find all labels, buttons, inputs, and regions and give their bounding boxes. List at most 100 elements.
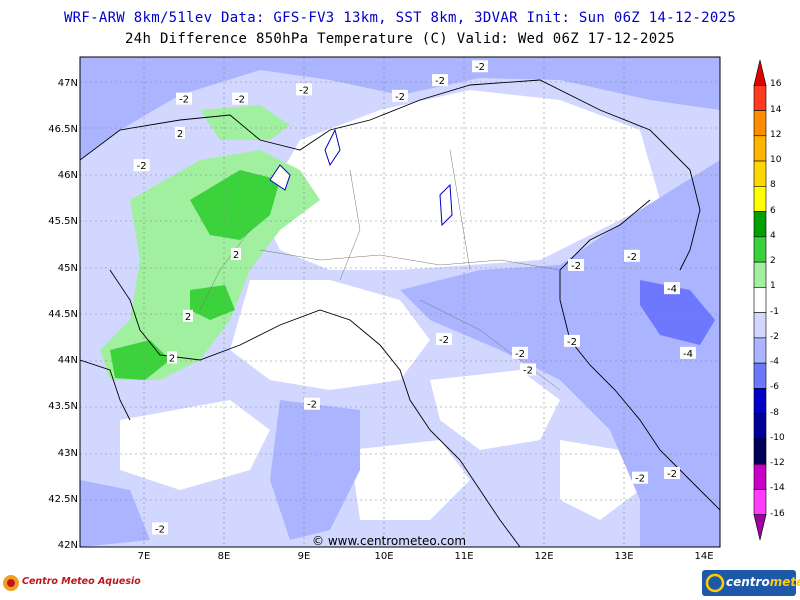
colorbar-label: -1: [770, 306, 779, 317]
contour-label-bg: [436, 332, 452, 345]
colorbar-segment: [753, 59, 767, 86]
contour-label-bg: [568, 259, 584, 272]
lat-label: 45N: [57, 262, 78, 274]
contour-label-bg: [680, 346, 696, 359]
contour-label: 2: [233, 250, 239, 261]
lon-label: 14E: [694, 551, 714, 562]
credit-text: © www.centrometeo.com: [312, 534, 467, 548]
contour-label: 2: [177, 129, 183, 140]
contour-label: -2: [137, 161, 147, 172]
lon-label: 9E: [297, 551, 311, 562]
centro-meteo-aquesio-logo: Centro Meteo Aquesio: [2, 570, 152, 596]
contour-label-bg: [175, 126, 185, 139]
lat-label: 47N: [57, 77, 78, 89]
contour-label-bg: [167, 351, 177, 364]
contour-label: -2: [179, 95, 189, 106]
contour-label: -2: [307, 400, 317, 411]
right-logo-text-a: centro: [726, 575, 770, 589]
contour-label: -2: [523, 365, 533, 376]
contour-label: -2: [475, 62, 485, 73]
colorbar-label: 12: [770, 129, 782, 140]
colorbar-segment: [753, 312, 767, 339]
colorbar-segment: [753, 211, 767, 238]
contour-labels: -2 -2 -2 -2 -2 -2 -2 2 2 2 2 -2 -2 -4 -2 -4 -2 -2 -2 -2 -2 -2…: [133, 60, 696, 536]
colorbar-segment: [753, 438, 767, 465]
colorbar-segment: [753, 135, 767, 162]
right-logo-text-b: meteo: [769, 575, 800, 589]
lat-label: 43.5N: [48, 401, 78, 413]
colorbar-segment: [753, 110, 767, 137]
contour-label-bg: [231, 247, 241, 260]
colorbar-label: -12: [770, 458, 785, 469]
contour-label: -2: [667, 469, 677, 480]
contour-label-bg: [472, 60, 488, 73]
contour-label-bg: [304, 397, 320, 410]
contour-label: -2: [627, 252, 637, 263]
colorbar-label: -10: [770, 432, 785, 443]
temperature-field: [80, 57, 720, 547]
lat-label: 46.5N: [48, 123, 78, 135]
colorbar-label: 2: [770, 256, 776, 267]
contour-label: -4: [667, 284, 677, 295]
colorbar-segment: [753, 84, 767, 111]
lat-label: 42N: [57, 540, 78, 551]
colorbar-label: -16: [770, 508, 785, 519]
contour-label-bg: [232, 92, 248, 105]
map-title: WRF-ARW 8km/51lev Data: GFS-FV3 13km, SS…: [63, 10, 737, 26]
colorbar-segment: [753, 388, 767, 414]
lakes: [269, 128, 453, 227]
colorbar-segment: [753, 186, 767, 212]
lat-label: 46N: [57, 170, 78, 182]
colorbar-label: 10: [770, 155, 782, 166]
colorbar-segment: [753, 236, 767, 263]
sun-logo-icon: [3, 575, 19, 591]
lat-label: 43N: [57, 447, 78, 459]
lat-label: 42.5N: [48, 493, 78, 505]
lon-label: 13E: [614, 551, 634, 562]
graticule: [80, 57, 720, 547]
lon-label: 10E: [374, 551, 394, 562]
centrometeo-logo: centrometeo: [702, 570, 800, 596]
contour-label-bg: [624, 249, 640, 262]
globe-logo-icon: [705, 573, 725, 593]
colorbar-segment: [753, 362, 767, 389]
colorbar-label: 4: [770, 230, 776, 241]
contour-label: -2: [235, 95, 245, 106]
contour-label-bg: [520, 363, 536, 376]
colorbar-label: -14: [770, 483, 785, 494]
colorbar-segment: [753, 463, 767, 490]
contour-label-bg: [296, 83, 312, 96]
map-frame: [79, 56, 721, 548]
contour-label: 2: [185, 312, 191, 323]
contour-label: -2: [395, 92, 405, 103]
map-subtitle: 24h Difference 850hPa Temperature (C) Va…: [125, 31, 675, 47]
colorbar-segment: [753, 287, 767, 313]
admin-borders: [199, 149, 561, 391]
colorbar-segment: [753, 261, 767, 288]
colorbar-segment: [753, 160, 767, 187]
left-logo-text: Centro Meteo Aquesio: [22, 576, 141, 587]
contour-label: -2: [299, 85, 309, 96]
coastline: [80, 79, 720, 547]
contour-label-bg: [564, 334, 580, 347]
colorbar-label: -2: [770, 331, 779, 342]
colorbar-segment: [753, 489, 767, 516]
colorbar-label: -8: [770, 407, 779, 418]
contour-label-bg: [512, 346, 528, 359]
contour-label: -2: [155, 525, 165, 536]
contour-label-bg: [664, 282, 680, 295]
contour-label: -2: [571, 261, 581, 272]
contour-label-bg: [632, 471, 648, 484]
contour-label: -2: [635, 474, 645, 485]
colorbar-label: 8: [770, 180, 776, 191]
contour-label-bg: [152, 522, 168, 535]
colorbar-label: 14: [770, 104, 782, 115]
contour-label: -2: [515, 349, 525, 360]
colorbar-label: 1: [770, 281, 776, 292]
lon-label: 11E: [454, 551, 474, 562]
contour-label-bg: [664, 467, 680, 480]
colorbar-segment: [753, 413, 767, 440]
colorbar: [753, 59, 767, 541]
contour-label-bg: [133, 159, 150, 172]
contour-label: -4: [683, 349, 693, 360]
